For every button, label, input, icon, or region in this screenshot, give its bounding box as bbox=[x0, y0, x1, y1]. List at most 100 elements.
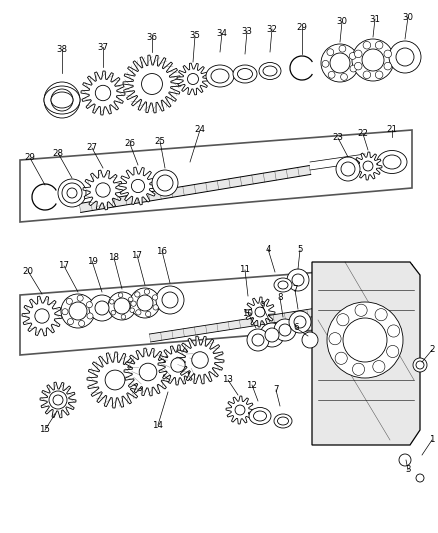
Text: 36: 36 bbox=[146, 34, 158, 43]
Circle shape bbox=[335, 352, 347, 365]
Circle shape bbox=[152, 170, 178, 196]
Polygon shape bbox=[226, 396, 254, 424]
Circle shape bbox=[387, 345, 399, 358]
Circle shape bbox=[152, 295, 158, 300]
Circle shape bbox=[292, 274, 304, 286]
Polygon shape bbox=[312, 262, 420, 445]
Circle shape bbox=[375, 71, 383, 78]
Ellipse shape bbox=[274, 414, 292, 428]
Text: 23: 23 bbox=[332, 133, 343, 142]
Text: 35: 35 bbox=[190, 31, 201, 41]
Ellipse shape bbox=[254, 411, 266, 421]
Polygon shape bbox=[22, 296, 62, 336]
Text: 17: 17 bbox=[59, 262, 70, 271]
Text: 9: 9 bbox=[259, 301, 265, 310]
Ellipse shape bbox=[51, 92, 73, 108]
Circle shape bbox=[388, 325, 400, 337]
Text: 15: 15 bbox=[39, 425, 50, 434]
Polygon shape bbox=[119, 167, 157, 205]
Circle shape bbox=[341, 74, 347, 80]
Circle shape bbox=[341, 162, 355, 176]
Circle shape bbox=[235, 405, 245, 415]
Polygon shape bbox=[123, 55, 181, 113]
Circle shape bbox=[354, 62, 362, 70]
Text: 7: 7 bbox=[273, 385, 279, 394]
Circle shape bbox=[328, 71, 335, 78]
Polygon shape bbox=[176, 336, 224, 384]
Text: 28: 28 bbox=[53, 149, 64, 157]
Text: 27: 27 bbox=[86, 143, 98, 152]
Circle shape bbox=[128, 297, 133, 302]
Circle shape bbox=[69, 302, 87, 320]
Circle shape bbox=[62, 309, 68, 315]
Circle shape bbox=[49, 391, 67, 409]
Circle shape bbox=[330, 53, 350, 73]
Circle shape bbox=[416, 474, 424, 482]
Circle shape bbox=[95, 85, 111, 101]
Circle shape bbox=[44, 82, 80, 118]
Text: 33: 33 bbox=[241, 27, 252, 36]
Circle shape bbox=[153, 305, 158, 310]
Circle shape bbox=[353, 363, 364, 375]
Circle shape bbox=[157, 175, 173, 191]
Text: 11: 11 bbox=[240, 265, 251, 274]
Ellipse shape bbox=[263, 66, 277, 76]
Polygon shape bbox=[245, 297, 275, 327]
Circle shape bbox=[321, 44, 359, 82]
Text: 14: 14 bbox=[152, 421, 163, 430]
Circle shape bbox=[130, 308, 134, 312]
Circle shape bbox=[302, 332, 318, 348]
Text: 5: 5 bbox=[297, 246, 303, 254]
Text: 19: 19 bbox=[87, 256, 97, 265]
Circle shape bbox=[252, 334, 264, 346]
Circle shape bbox=[95, 301, 109, 315]
Circle shape bbox=[363, 71, 371, 78]
Circle shape bbox=[339, 45, 346, 52]
Text: 20: 20 bbox=[22, 266, 33, 276]
Circle shape bbox=[187, 74, 198, 85]
Circle shape bbox=[247, 329, 269, 351]
Ellipse shape bbox=[206, 65, 234, 87]
Circle shape bbox=[362, 49, 384, 71]
Ellipse shape bbox=[237, 69, 252, 79]
Circle shape bbox=[289, 311, 311, 333]
Circle shape bbox=[363, 161, 373, 171]
Text: 3: 3 bbox=[405, 465, 411, 474]
Polygon shape bbox=[149, 306, 331, 342]
Text: 16: 16 bbox=[156, 246, 167, 255]
Circle shape bbox=[131, 301, 136, 306]
Circle shape bbox=[136, 310, 141, 315]
Circle shape bbox=[96, 183, 110, 197]
Circle shape bbox=[413, 358, 427, 372]
Circle shape bbox=[373, 360, 385, 373]
Text: 6: 6 bbox=[293, 324, 299, 333]
Text: 25: 25 bbox=[155, 136, 166, 146]
Circle shape bbox=[111, 310, 116, 315]
Polygon shape bbox=[81, 71, 125, 115]
Ellipse shape bbox=[278, 417, 289, 425]
Text: 32: 32 bbox=[266, 25, 278, 34]
Circle shape bbox=[86, 302, 92, 308]
Polygon shape bbox=[177, 63, 209, 95]
Circle shape bbox=[352, 39, 394, 81]
Polygon shape bbox=[20, 265, 412, 355]
Text: 21: 21 bbox=[386, 125, 398, 134]
Circle shape bbox=[363, 42, 371, 49]
Circle shape bbox=[396, 48, 414, 66]
Polygon shape bbox=[83, 170, 123, 210]
Circle shape bbox=[66, 298, 72, 304]
Text: 22: 22 bbox=[357, 130, 368, 139]
Polygon shape bbox=[40, 382, 76, 418]
Text: 29: 29 bbox=[297, 22, 307, 31]
Text: 17: 17 bbox=[131, 251, 142, 260]
Text: 30: 30 bbox=[336, 18, 347, 27]
Text: 26: 26 bbox=[124, 140, 135, 149]
Circle shape bbox=[336, 157, 360, 181]
Circle shape bbox=[375, 309, 387, 321]
Circle shape bbox=[134, 292, 140, 297]
Ellipse shape bbox=[249, 408, 271, 424]
Ellipse shape bbox=[383, 155, 401, 169]
Circle shape bbox=[255, 307, 265, 317]
Circle shape bbox=[58, 179, 86, 207]
Circle shape bbox=[144, 289, 150, 294]
